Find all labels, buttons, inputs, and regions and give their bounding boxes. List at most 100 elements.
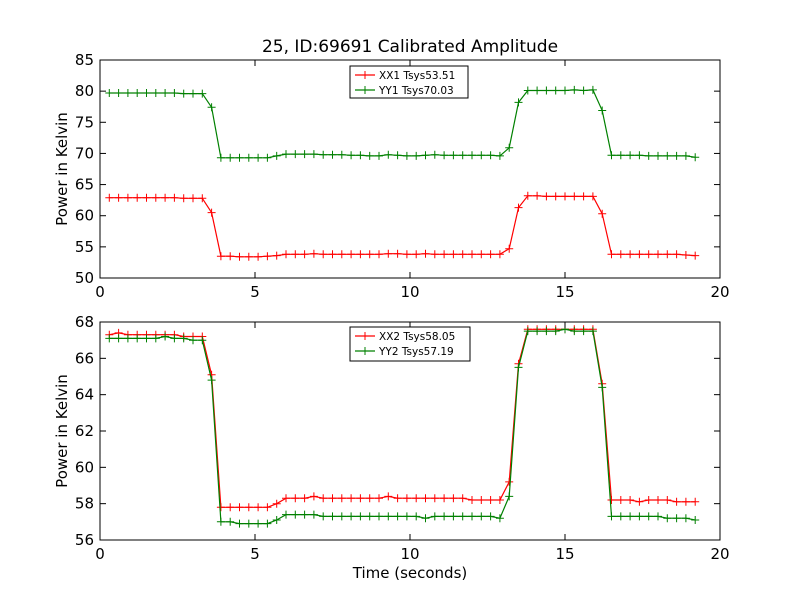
data-point-marker — [663, 151, 672, 160]
data-point-marker — [375, 250, 383, 259]
legend: XX1 Tsys53.51 YY1 Tsys70.03 — [349, 65, 469, 99]
data-point-marker — [626, 250, 635, 259]
data-point-marker — [449, 250, 458, 259]
data-point-marker — [105, 334, 114, 343]
y-tick-label: 58 — [75, 495, 94, 513]
data-point-marker — [421, 151, 430, 160]
data-point-marker — [337, 512, 346, 521]
data-point-marker — [272, 251, 281, 260]
data-point-marker — [616, 151, 625, 160]
data-point-marker — [430, 150, 439, 159]
data-point-marker — [216, 153, 225, 162]
data-point-marker — [430, 250, 439, 259]
data-point-marker — [598, 106, 607, 115]
data-point-marker — [421, 514, 430, 523]
data-point-marker — [319, 250, 328, 259]
data-point-marker — [282, 494, 290, 503]
data-point-marker — [468, 250, 476, 259]
data-point-marker — [644, 496, 653, 504]
data-point-marker — [561, 192, 569, 201]
data-point-marker — [635, 512, 644, 521]
x-tick-label: 15 — [555, 545, 574, 563]
data-point-marker — [198, 194, 207, 203]
data-point-marker — [440, 151, 449, 160]
y-tick-label: 50 — [75, 269, 94, 287]
data-point-marker — [254, 252, 263, 261]
data-point-marker — [319, 150, 328, 159]
data-point-marker — [216, 252, 225, 261]
data-point-marker — [123, 89, 132, 97]
data-point-marker — [300, 510, 309, 519]
legend-label: YY1 Tsys70.03 — [378, 85, 454, 97]
y-tick-label: 80 — [75, 82, 94, 100]
data-point-marker — [142, 89, 151, 97]
data-point-marker — [588, 85, 597, 94]
x-tick-label: 10 — [400, 545, 419, 563]
data-point-marker — [430, 494, 439, 503]
data-point-marker — [133, 334, 142, 343]
data-point-marker — [598, 383, 607, 392]
data-point-marker — [356, 250, 365, 259]
y-tick-label: 65 — [75, 176, 94, 194]
data-point-marker — [458, 250, 467, 259]
data-point-marker — [282, 250, 290, 259]
data-point-marker — [542, 192, 551, 201]
data-point-marker — [151, 193, 160, 202]
data-point-marker — [309, 150, 318, 159]
data-point-marker — [626, 151, 635, 160]
data-point-marker — [635, 497, 644, 506]
x-tick-label: 20 — [710, 545, 729, 563]
data-point-marker — [309, 249, 318, 258]
data-point-marker — [226, 503, 235, 512]
data-point-marker — [384, 492, 393, 501]
data-point-marker — [654, 151, 662, 160]
y-tick-label: 64 — [75, 386, 94, 404]
data-point-marker — [514, 98, 523, 107]
data-point-marker — [458, 494, 467, 503]
data-point-marker — [430, 512, 439, 521]
data-point-marker — [328, 494, 337, 503]
data-point-marker — [468, 496, 476, 504]
y-tick-label: 70 — [75, 144, 94, 162]
y-tick-label: 75 — [75, 113, 94, 131]
y-tick-label: 60 — [75, 458, 94, 476]
data-point-marker — [142, 334, 151, 343]
data-point-marker — [681, 251, 690, 259]
data-point-marker — [244, 252, 253, 261]
data-point-marker — [440, 494, 449, 503]
data-point-marker — [384, 150, 393, 159]
data-point-marker — [356, 512, 365, 521]
data-point-marker — [263, 503, 272, 512]
legend-label: XX1 Tsys53.51 — [379, 70, 455, 82]
data-point-marker — [533, 327, 542, 336]
y-tick-label: 68 — [75, 313, 94, 331]
data-point-marker — [468, 151, 476, 160]
data-point-marker — [542, 327, 551, 336]
data-point-marker — [691, 153, 700, 162]
data-point-marker — [235, 503, 244, 512]
data-point-marker — [607, 512, 616, 521]
data-point-marker — [356, 151, 365, 160]
data-point-marker — [523, 327, 532, 336]
data-point-marker — [170, 89, 179, 97]
data-point-marker — [449, 494, 458, 503]
data-point-marker — [189, 194, 197, 203]
data-point-marker — [440, 512, 449, 521]
x-tick-label: 10 — [400, 283, 419, 301]
data-point-marker — [616, 512, 625, 521]
data-point-marker — [477, 512, 486, 521]
data-point-marker — [235, 252, 244, 261]
data-point-marker — [393, 494, 402, 503]
data-point-marker — [365, 250, 374, 259]
data-point-marker — [244, 519, 253, 528]
data-point-marker — [114, 89, 123, 97]
data-point-marker — [384, 249, 393, 258]
data-point-marker — [691, 516, 700, 524]
data-point-marker — [691, 497, 700, 506]
data-point-marker — [272, 499, 281, 508]
data-point-marker — [272, 151, 281, 160]
data-point-marker — [235, 153, 244, 162]
data-point-marker — [207, 103, 216, 112]
data-point-marker — [402, 512, 411, 521]
y-axis-label: Power in Kelvin — [53, 112, 71, 226]
